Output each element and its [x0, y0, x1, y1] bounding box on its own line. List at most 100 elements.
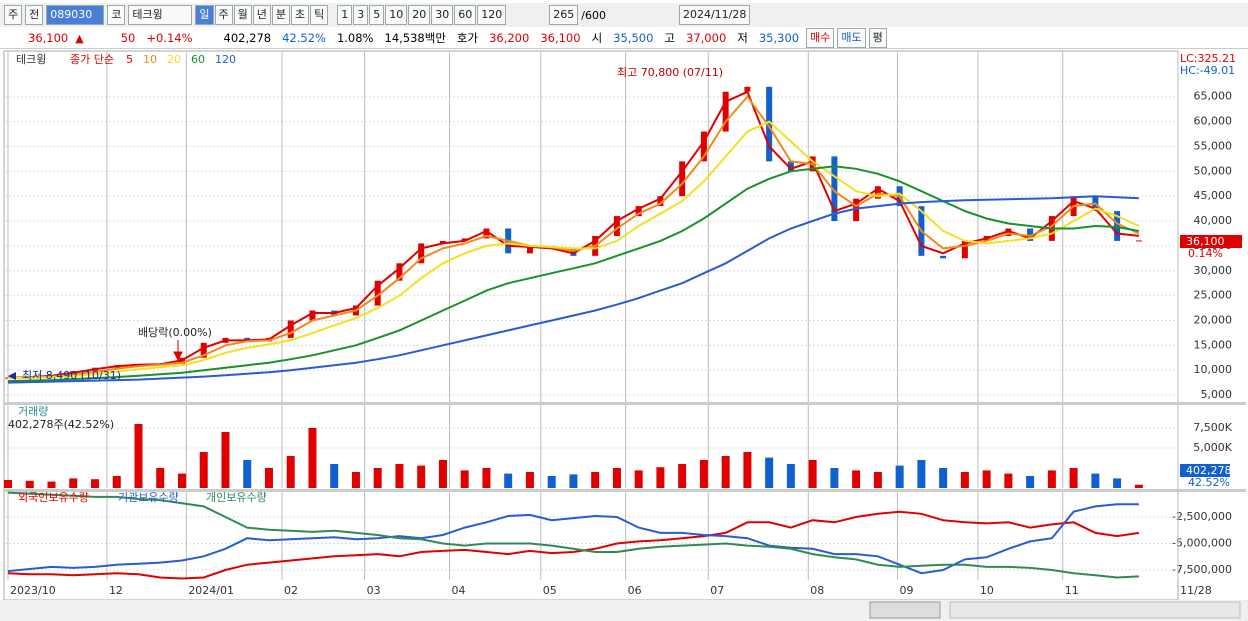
candle — [831, 156, 838, 222]
count[interactable]: 265 — [549, 5, 579, 25]
series-line — [7, 165, 1140, 383]
period-button[interactable]: 주 — [214, 5, 233, 25]
volume-bar — [699, 460, 708, 488]
y-tick-label: -2,500,000 — [1172, 510, 1232, 523]
interval-button[interactable]: 120 — [477, 5, 507, 25]
x-tick-label: 06 — [628, 584, 642, 597]
change-pct: +0.14% — [146, 31, 193, 45]
candle — [287, 320, 294, 338]
candle — [744, 86, 751, 92]
legend-entry: 5 — [126, 53, 133, 66]
pane-divider — [4, 489, 1246, 492]
dividend-arrow — [173, 340, 183, 362]
legend-entry: 60 — [191, 53, 205, 66]
volume-bar — [199, 452, 208, 488]
volume-bar — [852, 470, 861, 488]
y-tick-label: -7,500,000 — [1172, 563, 1232, 576]
period-button[interactable]: 일 — [195, 5, 214, 25]
x-tick-label: 2024/01 — [188, 584, 234, 597]
volume-bar — [504, 473, 513, 488]
volume-bar — [221, 432, 230, 488]
date[interactable]: 2024/11/28 — [678, 5, 751, 25]
interval-button[interactable]: 3 — [353, 5, 369, 25]
period-button[interactable]: 년 — [252, 5, 271, 25]
y-tick-label: 30,000 — [1194, 264, 1233, 277]
y-tick-label: -5,000,000 — [1172, 537, 1232, 550]
candle — [940, 255, 947, 259]
interval-button[interactable]: 30 — [431, 5, 454, 25]
max: /600 — [581, 8, 606, 22]
candle — [1005, 228, 1012, 236]
candle — [787, 161, 794, 172]
price: 36,100 — [28, 31, 69, 45]
y-tick-label: 5,000K — [1193, 441, 1232, 454]
volume-bar — [395, 464, 404, 488]
candle — [853, 198, 860, 222]
candle — [439, 240, 446, 244]
x-tick-label: 11 — [1065, 584, 1079, 597]
legend-entry: 외국인보유수량 — [18, 491, 89, 504]
stock-name[interactable]: 테크윙 — [128, 5, 193, 25]
type[interactable]: 코 — [107, 5, 126, 25]
volume-bar — [634, 470, 643, 488]
legend-entry: 20 — [167, 53, 181, 66]
x-tick-label: 2023/10 — [10, 584, 56, 597]
series-line — [7, 491, 1139, 579]
series-line — [7, 120, 1140, 380]
series-line — [7, 503, 1139, 575]
interval-button[interactable]: 5 — [369, 5, 385, 25]
legend-entry: 개인보유수량 — [206, 491, 267, 504]
period-button[interactable]: 분 — [271, 5, 290, 25]
y-tick-label: 7,500K — [1193, 421, 1232, 434]
volume-bar — [743, 452, 752, 488]
interval-button[interactable]: 60 — [454, 5, 477, 25]
scroll-buttons[interactable] — [869, 601, 941, 619]
candle — [570, 248, 577, 256]
candle — [461, 238, 468, 241]
code[interactable]: 089030 — [46, 5, 105, 25]
last-price: 36,100 — [1186, 235, 1225, 248]
low-label: 저 — [737, 31, 748, 45]
candle — [526, 245, 533, 254]
x-tick-label: 03 — [367, 584, 381, 597]
sell-button[interactable]: 매도 — [837, 28, 866, 48]
candle — [309, 310, 316, 321]
last-volume-pct: 42.52% — [1188, 476, 1230, 489]
period-button[interactable]: 월 — [233, 5, 252, 25]
buy-button[interactable]: 매수 — [806, 28, 835, 48]
interval-button[interactable]: 1 — [337, 5, 353, 25]
avg-button[interactable]: 평 — [868, 28, 887, 48]
y-tick-label: 40,000 — [1194, 214, 1233, 227]
interval-button[interactable]: 20 — [408, 5, 431, 25]
candle — [874, 186, 881, 199]
volume-bar — [656, 467, 665, 488]
market[interactable]: 주 — [4, 5, 23, 25]
volume-bar — [873, 472, 882, 488]
tool-icons[interactable] — [949, 601, 1241, 619]
volume-bar — [460, 470, 469, 488]
last-volume: 402,278 — [1186, 464, 1232, 477]
y-tick-label: 65,000 — [1194, 90, 1233, 103]
volume-bar — [286, 456, 295, 488]
period-button[interactable]: 초 — [291, 5, 310, 25]
y-tick-label: 50,000 — [1194, 164, 1233, 177]
interval-button[interactable]: 10 — [385, 5, 408, 25]
volume-bar — [112, 476, 121, 488]
x-tick-label: 08 — [810, 584, 824, 597]
open-label: 시 — [591, 31, 603, 45]
candle — [700, 131, 707, 162]
high-label: 고 — [664, 31, 676, 45]
volume-bar — [308, 428, 317, 488]
volume-bar — [4, 480, 12, 488]
volume-bar — [1113, 478, 1122, 488]
x-tick-label: 05 — [543, 584, 557, 597]
legend-entry: 120 — [215, 53, 236, 66]
volume-bar — [917, 460, 926, 488]
candle — [635, 206, 642, 217]
volume-bar — [264, 468, 273, 488]
period-button[interactable]: 틱 — [310, 5, 329, 25]
prev[interactable]: 전 — [25, 5, 44, 25]
volume: 402,278 — [223, 31, 272, 45]
